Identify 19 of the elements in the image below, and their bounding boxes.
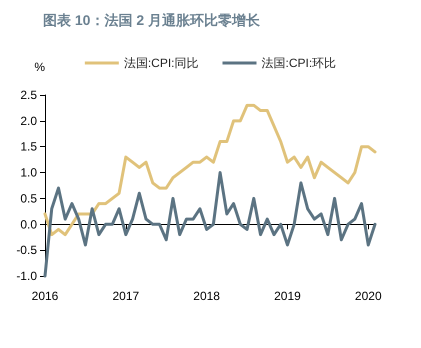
legend-label: 法国:CPI:环比 <box>262 56 336 70</box>
y-tick-label: 2.5 <box>20 88 38 102</box>
y-tick-label: 0.0 <box>20 217 38 232</box>
x-tick-label: 2017 <box>112 289 140 303</box>
chart-title: 图表 10：法国 2 月通胀环比零增长 <box>43 12 262 28</box>
y-tick-label: -1.0 <box>16 269 38 283</box>
y-axis-title: % <box>34 60 46 74</box>
y-tick-label: -0.5 <box>16 243 38 258</box>
y-tick-label: 2.0 <box>20 114 38 128</box>
x-tick-label: 2020 <box>354 289 382 303</box>
x-tick-label: 2018 <box>193 289 220 303</box>
line-series <box>44 171 376 278</box>
line-series <box>44 104 376 236</box>
y-tick-label: 1.0 <box>20 166 38 180</box>
x-tick-label: 2019 <box>274 289 302 303</box>
y-tick-label: 0.5 <box>20 191 38 206</box>
legend-label: 法国:CPI:同比 <box>124 56 198 70</box>
x-tick-label: 2016 <box>32 289 59 303</box>
y-tick-label: 1.5 <box>20 140 38 154</box>
